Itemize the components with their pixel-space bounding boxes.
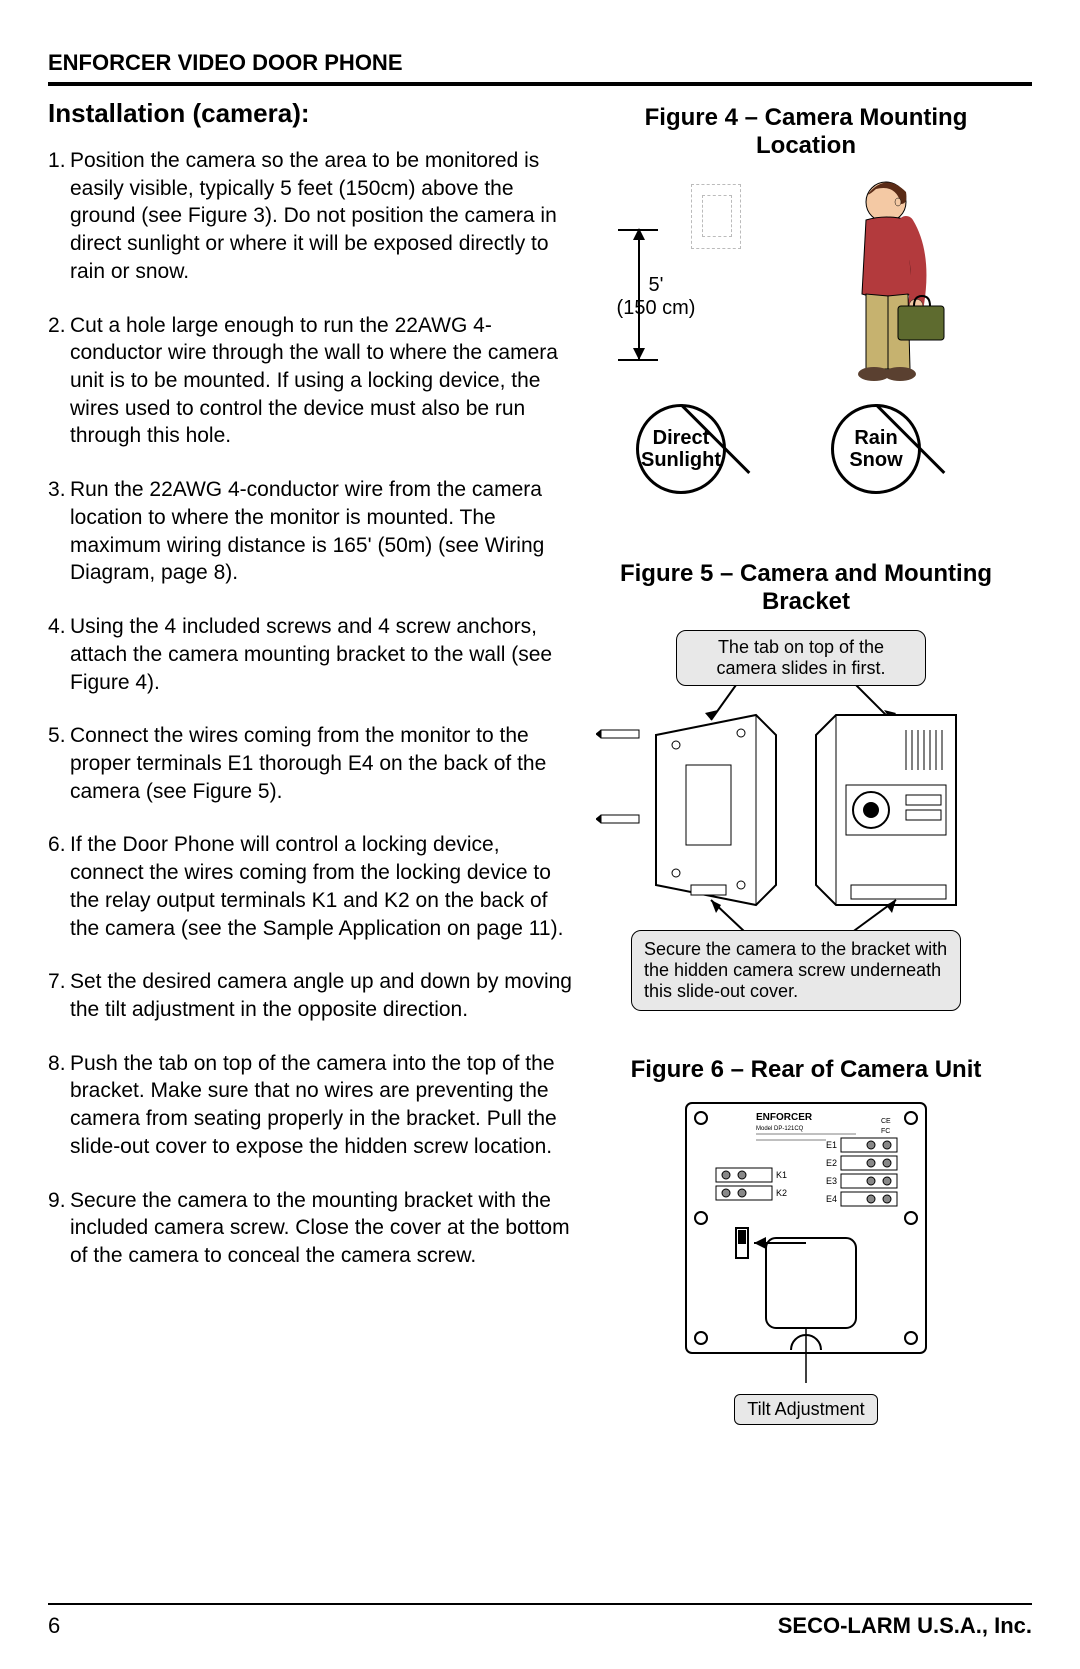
step-item: If the Door Phone will control a locking…	[48, 831, 578, 942]
height-label: 5' (150 cm)	[596, 274, 716, 320]
bracket-diagram-icon	[596, 685, 996, 945]
svg-text:E2: E2	[826, 1158, 837, 1168]
svg-text:CE: CE	[881, 1118, 891, 1125]
right-column: Figure 4 – Camera Mounting Location 5' (…	[596, 98, 1016, 1448]
step-item: Push the tab on top of the camera into t…	[48, 1050, 578, 1161]
page-number: 6	[48, 1613, 60, 1639]
figure5-title: Figure 5 – Camera and Mounting Bracket	[596, 560, 1016, 616]
svg-text:E1: E1	[826, 1140, 837, 1150]
rear-unit-icon: ENFORCER Model DP-121CQ CE FC K1 K2	[676, 1098, 936, 1388]
brand: ENFORCER	[48, 50, 171, 75]
steps-list: Position the camera so the area to be mo…	[48, 147, 578, 1270]
figure6-title: Figure 6 – Rear of Camera Unit	[596, 1056, 1016, 1084]
svg-text:FC: FC	[881, 1128, 890, 1135]
rear-brand-label: ENFORCER	[756, 1112, 813, 1123]
mount-outline-icon	[691, 184, 741, 249]
step-item: Secure the camera to the mounting bracke…	[48, 1187, 578, 1270]
step-item: Using the 4 included screws and 4 screw …	[48, 613, 578, 696]
figure5: The tab on top of the camera slides in f…	[596, 630, 1016, 1050]
step-item: Cut a hole large enough to run the 22AWG…	[48, 312, 578, 451]
height-cm: (150 cm)	[617, 297, 696, 319]
tilt-label: Tilt Adjustment	[734, 1394, 877, 1425]
step-item: Position the camera so the area to be mo…	[48, 147, 578, 286]
person-icon	[816, 174, 956, 394]
section-title: Installation (camera):	[48, 98, 578, 129]
svg-text:E4: E4	[826, 1194, 837, 1204]
callout-bottom: Secure the camera to the bracket with th…	[631, 930, 961, 1011]
svg-text:E3: E3	[826, 1176, 837, 1186]
left-column: Installation (camera): Position the came…	[48, 98, 578, 1448]
svg-text:Model DP-121CQ: Model DP-121CQ	[756, 1126, 804, 1132]
prohibit-rain-icon: Rain Snow	[831, 404, 921, 494]
step-item: Set the desired camera angle up and down…	[48, 968, 578, 1023]
prohibit-label: Direct Sunlight	[639, 427, 723, 471]
figure4-title: Figure 4 – Camera Mounting Location	[596, 104, 1016, 160]
product: VIDEO DOOR PHONE	[178, 50, 403, 75]
height-ft: 5'	[649, 274, 664, 296]
step-item: Run the 22AWG 4-conductor wire from the …	[48, 476, 578, 587]
footer: 6 SECO-LARM U.S.A., Inc.	[48, 1603, 1032, 1639]
company-name: SECO-LARM U.S.A., Inc.	[778, 1613, 1032, 1639]
step-item: Connect the wires coming from the monito…	[48, 722, 578, 805]
svg-text:K2: K2	[776, 1188, 787, 1198]
content-row: Installation (camera): Position the came…	[48, 98, 1032, 1448]
page-header: ENFORCER VIDEO DOOR PHONE	[48, 50, 1032, 86]
prohibit-sunlight-icon: Direct Sunlight	[636, 404, 726, 494]
svg-text:K1: K1	[776, 1170, 787, 1180]
prohibit-label: Rain Snow	[834, 427, 918, 471]
figure6: ENFORCER Model DP-121CQ CE FC K1 K2	[596, 1098, 1016, 1448]
figure4: 5' (150 cm)	[596, 174, 1016, 554]
callout-top: The tab on top of the camera slides in f…	[676, 630, 926, 686]
